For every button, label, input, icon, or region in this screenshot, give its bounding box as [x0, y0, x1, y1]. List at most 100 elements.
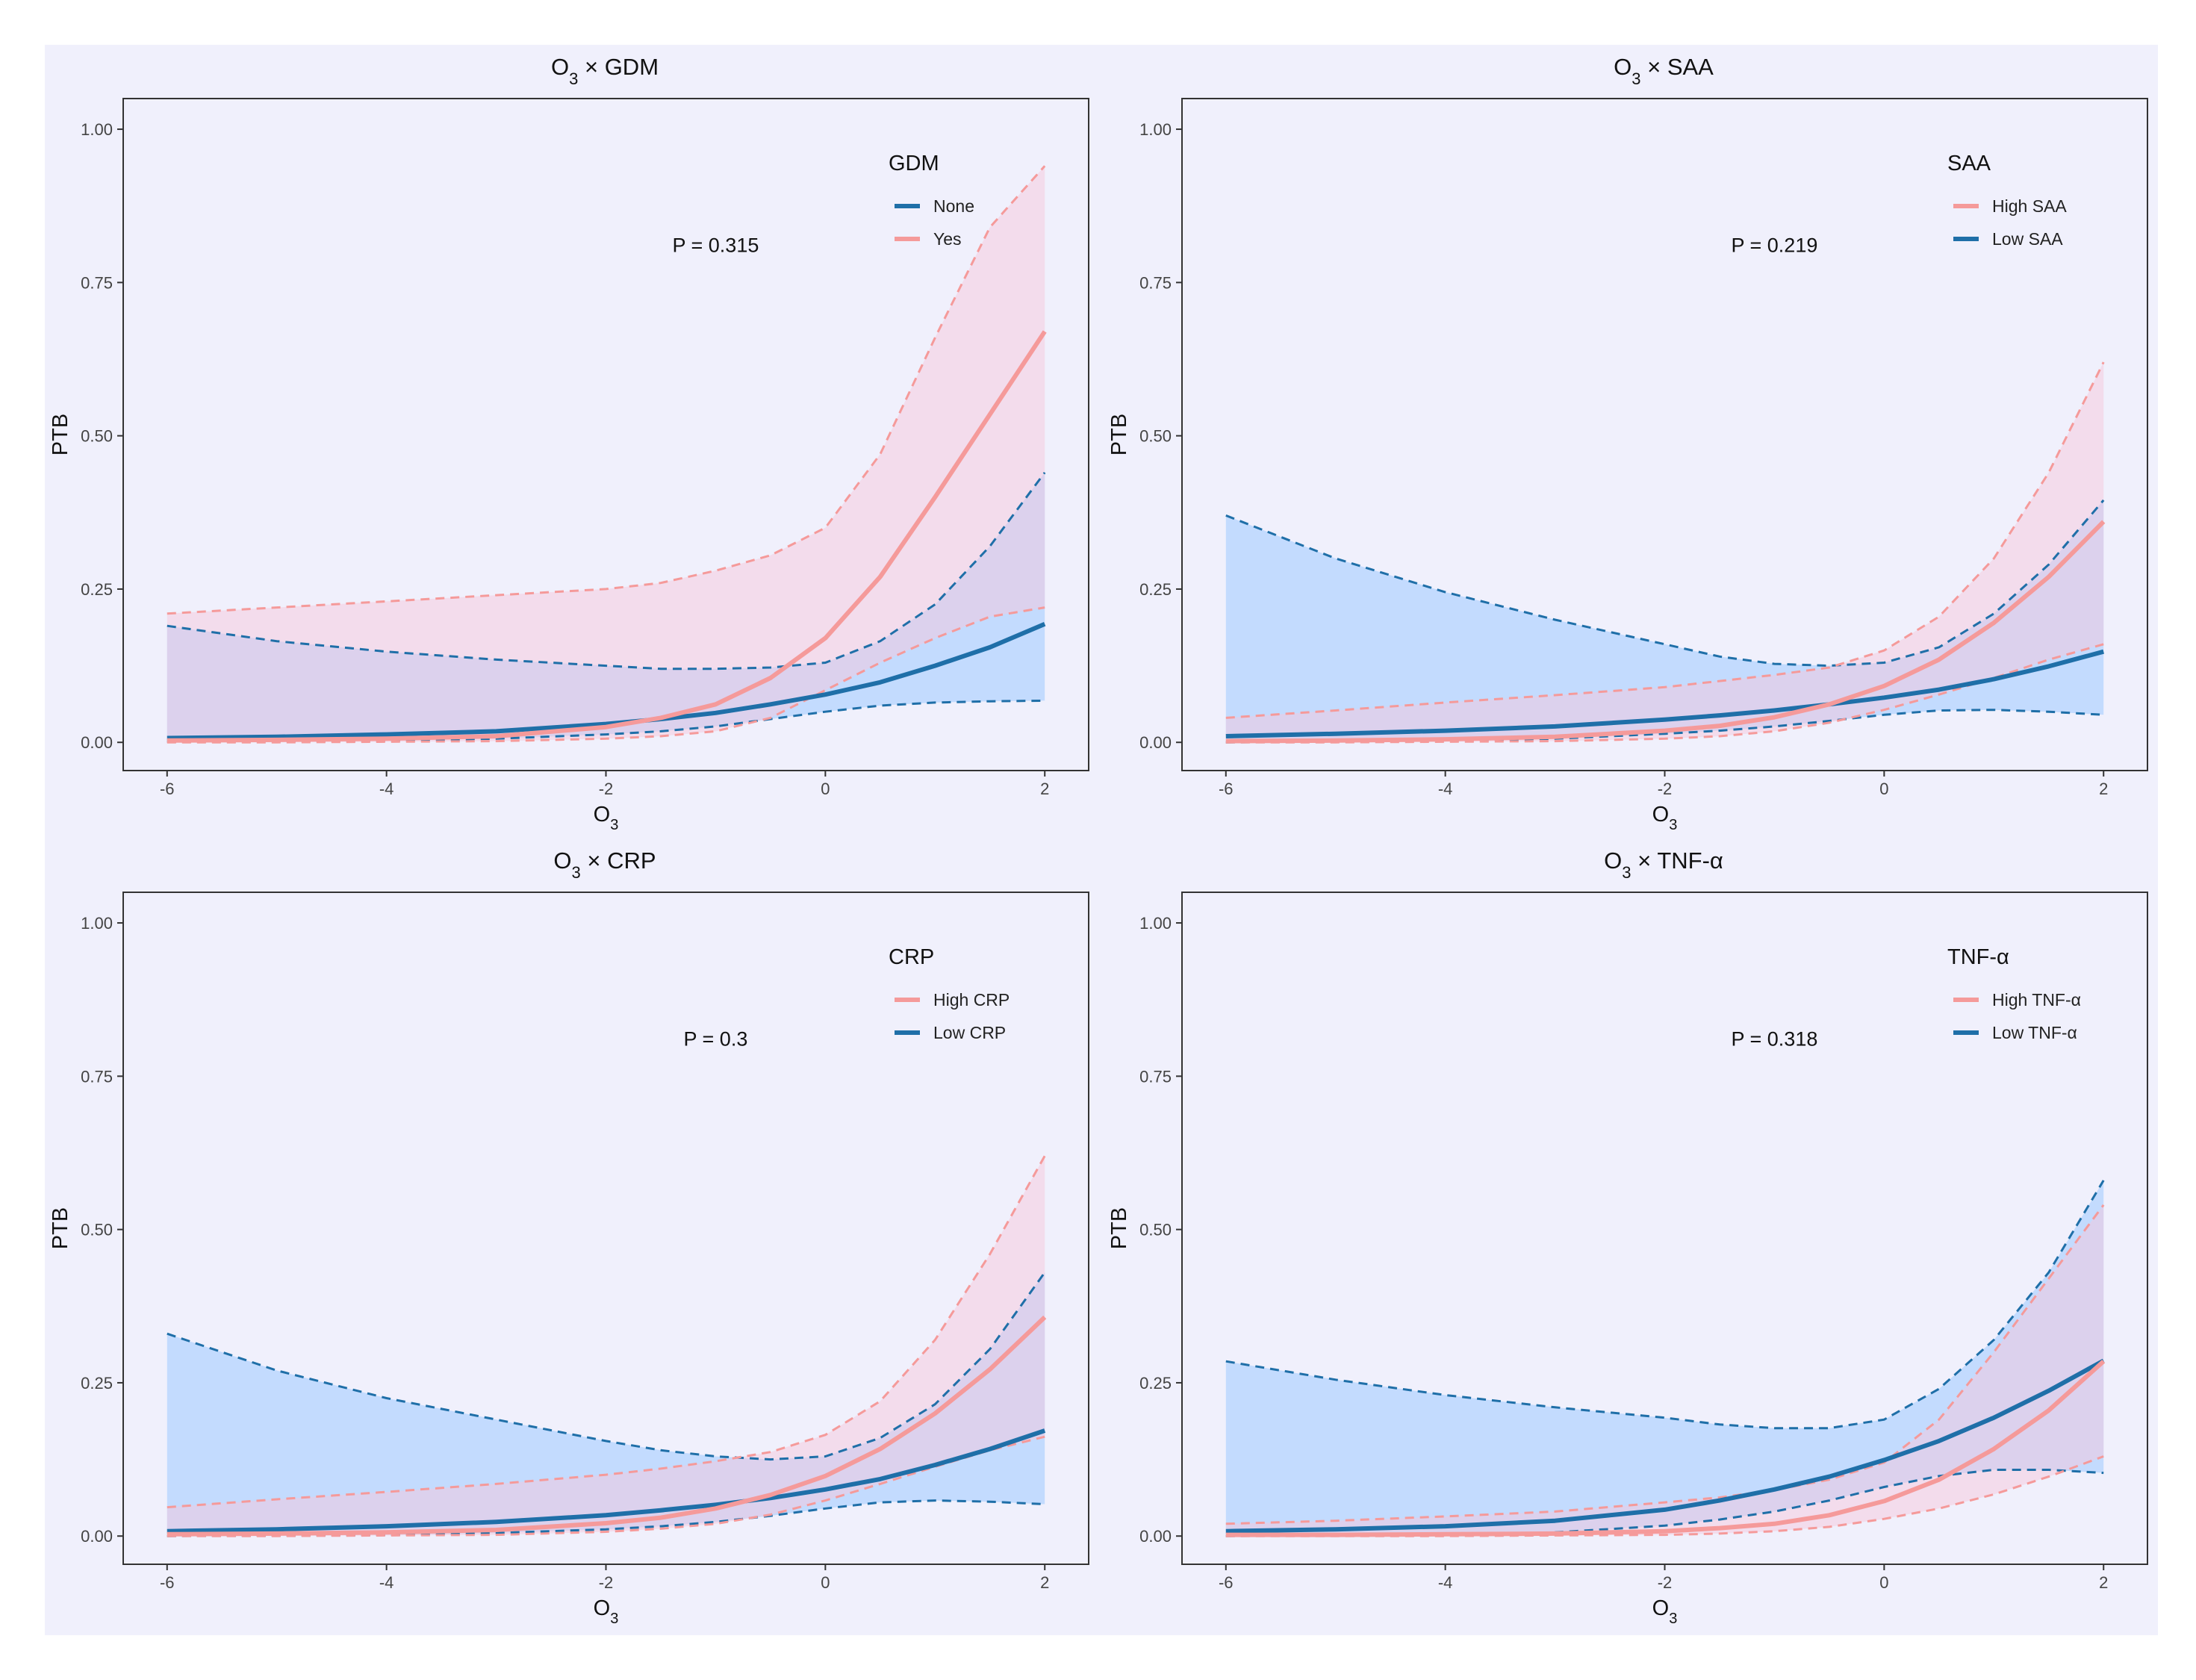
x-axis-label: O3: [594, 1596, 619, 1627]
series-line-high-crp: [167, 1315, 1047, 1537]
y-tick-label: 0.25: [1139, 580, 1172, 599]
x-tick-label: -6: [160, 780, 175, 798]
x-tick-label: 2: [2099, 780, 2108, 798]
x-tick-label: -6: [160, 1573, 175, 1592]
legend-title: CRP: [889, 945, 934, 969]
y-tick-label: 0.50: [81, 1221, 113, 1239]
y-tick-label: 0.25: [1139, 1374, 1172, 1393]
x-label-base: O: [594, 803, 611, 827]
x-tick-label: -2: [599, 1573, 614, 1592]
y-tick-label: 0.00: [81, 1527, 113, 1546]
legend-label-high-saa: High SAA: [1992, 196, 2067, 216]
title-subscript: 3: [569, 69, 578, 88]
p-value-annotation: P = 0.318: [1732, 1027, 1818, 1050]
x-tick-label: -2: [1658, 1573, 1673, 1592]
y-tick-label: 0.50: [1139, 427, 1172, 446]
ci-band-high-crp: [167, 1156, 1045, 1537]
x-label-base: O: [1652, 1596, 1670, 1620]
x-tick-label: -6: [1219, 780, 1234, 798]
y-axis-label: PTB: [49, 1207, 72, 1249]
chart-title: O3 × GDM: [551, 54, 659, 88]
title-rest: × CRP: [581, 847, 656, 874]
legend-label-high-crp: High CRP: [933, 990, 1010, 1009]
y-tick-label: 0.25: [81, 580, 113, 599]
ci-band-low-tnf: [1225, 1180, 2104, 1537]
x-tick-label: -4: [1438, 780, 1453, 798]
ci-upper-yes: [167, 165, 1046, 615]
legend-label-low-tnf: Low TNF-α: [1992, 1023, 2077, 1042]
title-rest: × SAA: [1641, 54, 1714, 80]
x-label-subscript: 3: [1669, 1611, 1677, 1627]
chart-title: O3 × SAA: [1614, 54, 1714, 88]
series-line-yes: [167, 330, 1047, 743]
y-tick-label: 1.00: [81, 120, 113, 139]
x-label-subscript: 3: [610, 1611, 618, 1627]
legend-title: SAA: [1947, 152, 1991, 175]
y-tick-label: 0.75: [1139, 273, 1172, 292]
ci-upper-high-crp: [167, 1155, 1046, 1509]
x-axis-label: O3: [1652, 803, 1678, 833]
y-tick-label: 0.75: [1139, 1067, 1172, 1086]
y-axis-label: PTB: [1107, 1207, 1131, 1249]
title-base: O: [551, 54, 569, 80]
x-tick-label: 0: [821, 780, 830, 798]
ci-upper-low-saa: [1225, 499, 2105, 668]
series-line-high-tnf: [1225, 1359, 2106, 1537]
p-value-annotation: P = 0.3: [684, 1027, 748, 1050]
legend-title: TNF-α: [1947, 945, 2009, 969]
title-rest: × TNF-α: [1632, 847, 1723, 874]
x-axis-label: O3: [594, 803, 619, 833]
y-tick-label: 0.50: [1139, 1221, 1172, 1239]
x-tick-label: -4: [1438, 1573, 1453, 1592]
chart-title: O3 × TNF-α: [1604, 847, 1723, 882]
ci-upper-high-saa: [1225, 361, 2105, 719]
legend-title: GDM: [889, 152, 939, 175]
series-line-low-crp: [167, 1428, 1046, 1534]
legend-label-none: None: [933, 196, 974, 216]
x-tick-label: 2: [1040, 1573, 1049, 1592]
x-tick-label: -4: [379, 780, 394, 798]
y-tick-label: 0.25: [81, 1374, 113, 1393]
y-tick-label: 1.00: [1139, 914, 1172, 933]
y-tick-label: 0.00: [81, 733, 113, 752]
y-axis-label: PTB: [1107, 414, 1131, 455]
title-base: O: [1604, 847, 1622, 874]
x-axis-label: O3: [1652, 1596, 1678, 1627]
y-tick-label: 0.75: [81, 1067, 113, 1086]
y-tick-label: 0.75: [81, 273, 113, 292]
x-tick-label: 0: [1879, 1573, 1888, 1592]
x-tick-label: 2: [2099, 1573, 2108, 1592]
y-tick-label: 0.00: [1139, 1527, 1172, 1546]
y-tick-label: 0.00: [1139, 733, 1172, 752]
x-tick-label: 0: [821, 1573, 830, 1592]
legend-label-low-saa: Low SAA: [1992, 229, 2063, 249]
title-subscript: 3: [572, 863, 581, 882]
y-axis-label: PTB: [49, 414, 72, 455]
title-rest: × GDM: [578, 54, 659, 80]
title-base: O: [1614, 54, 1632, 80]
ci-band-yes: [167, 166, 1045, 743]
x-label-base: O: [594, 1596, 611, 1620]
x-tick-label: -6: [1219, 1573, 1234, 1592]
chart-title: O3 × CRP: [553, 847, 656, 882]
title-subscript: 3: [1632, 69, 1640, 88]
y-tick-label: 0.50: [81, 427, 113, 446]
y-tick-label: 1.00: [1139, 120, 1172, 139]
y-tick-label: 1.00: [81, 914, 113, 933]
ci-lower-low-crp: [167, 1499, 1045, 1537]
p-value-annotation: P = 0.315: [673, 234, 759, 256]
x-label-subscript: 3: [1669, 817, 1677, 833]
legend-label-low-crp: Low CRP: [933, 1023, 1006, 1042]
p-value-annotation: P = 0.219: [1732, 234, 1818, 256]
title-base: O: [553, 847, 571, 874]
x-tick-label: 2: [1040, 780, 1049, 798]
series-line-none: [167, 621, 1046, 741]
ci-lower-low-saa: [1225, 709, 2104, 744]
x-tick-label: 0: [1879, 780, 1888, 798]
series-line-high-saa: [1225, 520, 2106, 744]
x-tick-label: -2: [599, 780, 614, 798]
